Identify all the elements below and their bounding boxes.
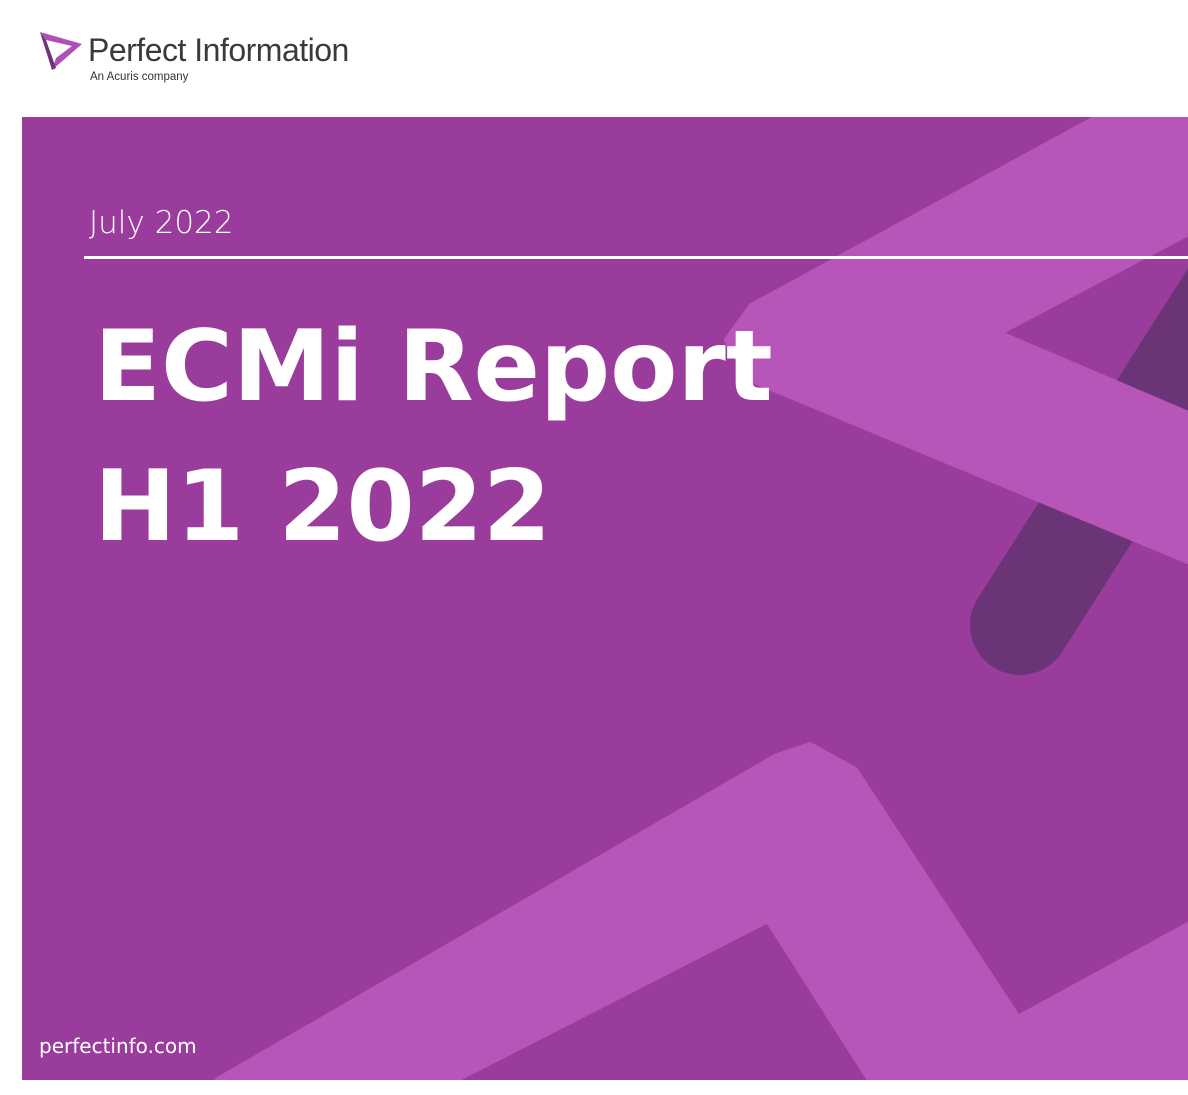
website-link[interactable]: perfectinfo.com: [39, 1034, 197, 1058]
report-date: July 2022: [89, 205, 234, 241]
brand-tagline: An Acuris company: [90, 71, 189, 83]
divider: [84, 256, 1188, 259]
logo-arrow-icon: [40, 32, 82, 70]
brand-name: Perfect Information: [88, 32, 349, 68]
lower-chevron-shape: [215, 742, 1188, 1080]
upper-chevron-shape: [724, 117, 1188, 564]
cover-panel: July 2022 ECMi Report H1 2022 perfectinf…: [22, 117, 1188, 1080]
decorative-chevrons: [215, 117, 1188, 1080]
title-line-2: H1 2022: [94, 450, 552, 564]
report-title: ECMi Report H1 2022: [94, 297, 773, 577]
title-line-1: ECMi Report: [94, 310, 773, 424]
